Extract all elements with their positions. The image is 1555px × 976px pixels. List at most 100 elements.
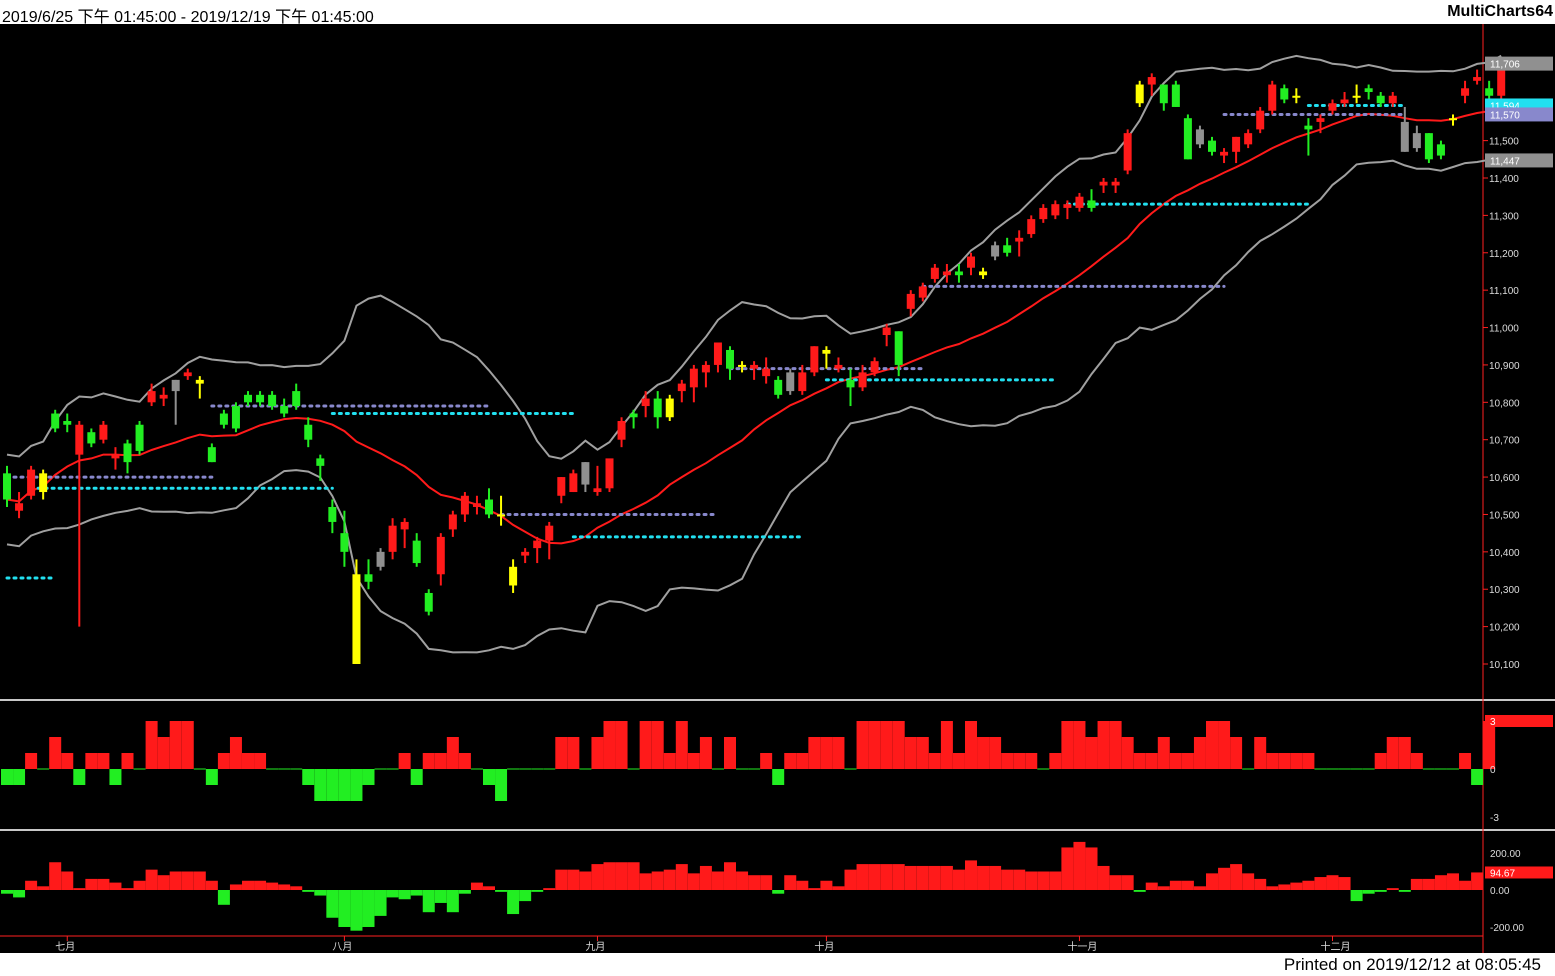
candle-body xyxy=(340,533,349,552)
oscillator-bar xyxy=(952,869,965,890)
candle-body xyxy=(521,551,530,556)
candle-body xyxy=(701,364,710,373)
oscillator-bar xyxy=(1350,890,1363,902)
oscillator-bar xyxy=(1242,873,1255,890)
momentum-tick-label: 0 xyxy=(1490,765,1496,776)
oscillator-bar xyxy=(531,890,544,892)
oscillator-bar xyxy=(483,886,495,890)
oscillator-bar xyxy=(1302,880,1315,890)
candle-body xyxy=(1171,84,1180,107)
candle-body xyxy=(629,413,638,418)
oscillator-tick-label: -200.00 xyxy=(1490,923,1524,934)
momentum-bar xyxy=(880,721,893,769)
momentum-bar xyxy=(254,753,267,769)
y-tick-label: 11,000 xyxy=(1489,324,1519,335)
oscillator-bar xyxy=(699,865,712,890)
candle-body xyxy=(244,394,252,403)
oscillator-bar xyxy=(495,890,508,892)
candle-body xyxy=(1400,121,1409,152)
oscillator-bar xyxy=(1097,865,1110,890)
momentum-bar xyxy=(97,753,110,769)
momentum-bar xyxy=(1085,737,1098,769)
candle-body xyxy=(1436,144,1445,156)
candle-body xyxy=(27,469,36,496)
moving-average-line xyxy=(6,107,1502,545)
oscillator-bar xyxy=(73,888,86,890)
candle-body xyxy=(726,349,734,369)
bollinger-upper-line xyxy=(6,54,1502,460)
oscillator-bar xyxy=(1314,877,1327,890)
oscillator-bar xyxy=(1471,872,1484,890)
oscillator-bar xyxy=(940,865,953,890)
candle-body xyxy=(1364,88,1373,93)
candle-body xyxy=(1087,200,1096,208)
printed-timestamp: Printed on 2019/12/12 at 08:05:45 xyxy=(1283,955,1541,974)
momentum-bar xyxy=(314,769,327,801)
oscillator-bar xyxy=(675,864,688,890)
oscillator-bar xyxy=(97,878,110,890)
oscillator-bar xyxy=(1206,873,1218,890)
momentum-bar xyxy=(302,769,315,785)
oscillator-bar xyxy=(1386,888,1399,890)
oscillator-bar xyxy=(1374,890,1387,892)
oscillator-bar xyxy=(772,890,785,894)
candle-body xyxy=(280,406,289,414)
price-chart[interactable]: 10,100 10,200 10,300 10,400 10,500 10,600 10,7… xyxy=(0,24,1555,953)
oscillator-bar xyxy=(1459,880,1472,890)
momentum-bar xyxy=(145,721,158,769)
candle-body xyxy=(159,394,168,399)
momentum-bar xyxy=(928,753,941,769)
chart-title-bar: 2019/6/25 下午 01:45:00 - 2019/12/19 下午 01… xyxy=(0,0,1555,26)
oscillator-bar xyxy=(229,884,242,890)
momentum-bar xyxy=(1181,753,1194,769)
price-tag-label: 11,706 xyxy=(1490,60,1520,71)
momentum-bar xyxy=(796,753,809,769)
oscillator-bar xyxy=(555,869,568,890)
oscillator-bar xyxy=(37,886,50,890)
momentum-bar xyxy=(1169,753,1182,769)
x-tick-label: 十一月 xyxy=(1067,940,1097,953)
momentum-bar xyxy=(699,737,712,769)
candle-body xyxy=(1159,84,1168,104)
oscillator-bar xyxy=(639,873,652,890)
momentum-bar xyxy=(772,769,785,785)
candle-body xyxy=(653,398,662,418)
momentum-bar xyxy=(567,737,580,769)
oscillator-bar xyxy=(760,875,773,890)
momentum-bar xyxy=(687,753,700,769)
momentum-bar xyxy=(398,753,411,769)
momentum-bar xyxy=(410,769,423,785)
y-tick-label: 10,800 xyxy=(1489,398,1520,409)
x-tick-label: 九月 xyxy=(585,941,605,953)
candle-body xyxy=(231,406,240,429)
oscillator-bar xyxy=(1193,886,1206,890)
oscillator-bar xyxy=(1013,869,1026,890)
oscillator-bar xyxy=(1398,890,1411,892)
price-tag xyxy=(1485,153,1553,168)
momentum-bar xyxy=(965,721,977,769)
momentum-bar xyxy=(109,769,122,785)
candle-body xyxy=(1099,181,1108,186)
momentum-bar xyxy=(1459,753,1472,769)
momentum-bar xyxy=(242,753,254,769)
candle-body xyxy=(87,432,96,444)
oscillator-bar xyxy=(784,875,797,890)
candle-body xyxy=(1449,118,1457,121)
candle-body xyxy=(304,424,313,440)
oscillator-bar xyxy=(1157,886,1170,890)
momentum-bar xyxy=(1025,753,1038,769)
y-tick-label: 10,100 xyxy=(1489,660,1520,671)
momentum-bar xyxy=(989,737,1002,769)
y-tick-label: 11,300 xyxy=(1489,211,1519,222)
oscillator-bar xyxy=(338,890,351,927)
momentum-bar xyxy=(1121,737,1134,769)
momentum-bar xyxy=(1,769,13,785)
candle-body xyxy=(400,521,409,530)
candle-body xyxy=(1352,95,1361,98)
bollinger-lower-line xyxy=(6,158,1502,654)
oscillator-bar xyxy=(820,880,833,890)
oscillator-bar xyxy=(422,890,435,913)
oscillator-bar xyxy=(1001,869,1014,890)
momentum-bar xyxy=(952,753,965,769)
oscillator-bar xyxy=(519,890,532,902)
